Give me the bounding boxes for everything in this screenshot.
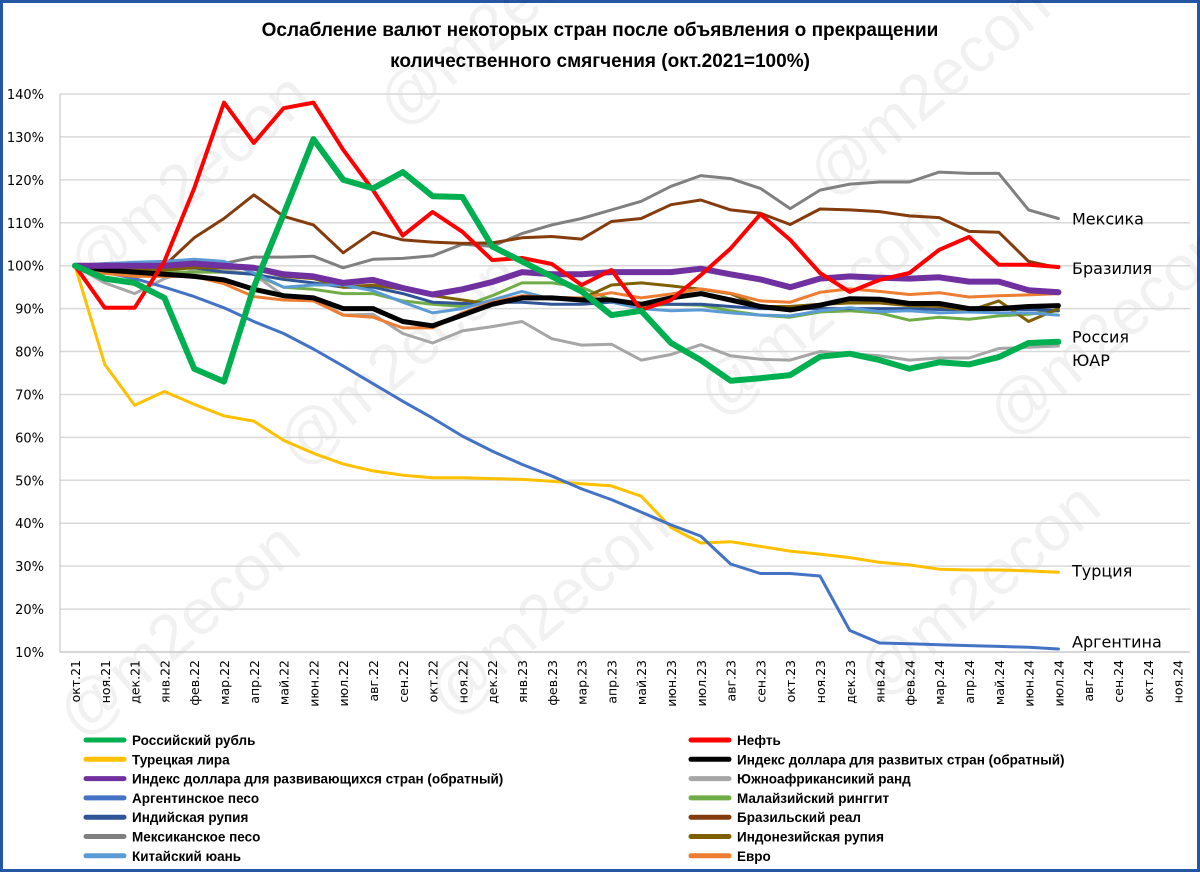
x-tick-label: янв.23: [515, 660, 530, 703]
y-tick-label: 20%: [15, 603, 44, 618]
x-tick-label: июн.24: [1022, 660, 1037, 707]
series-line: [73, 193, 1060, 276]
y-tick-label: 10%: [15, 646, 44, 661]
x-tick-label: мар.22: [217, 660, 232, 705]
x-tick-label: окт.23: [783, 660, 798, 702]
x-tick-label: май.23: [634, 660, 649, 705]
x-tick-label: ноя.22: [455, 660, 470, 703]
x-tick-label: сен.22: [396, 660, 411, 703]
legend-label: Российский рубль: [132, 733, 255, 748]
legend-label: Мексиканское песо: [132, 830, 260, 845]
x-tick-label: окт.21: [68, 660, 83, 702]
legend-label: Малайзийский ринггит: [737, 791, 889, 806]
x-tick-label: июл.24: [1051, 660, 1066, 707]
series-annotation: Мексика: [1072, 209, 1144, 228]
x-tick-label: сен.23: [753, 660, 768, 703]
legend-label: Индонезийская рупия: [737, 830, 884, 845]
x-tick-label: янв.24: [873, 660, 888, 703]
x-tick-label: ноя.24: [1171, 660, 1186, 703]
x-tick-label: авг.22: [366, 660, 381, 701]
x-tick-label: авг.24: [1081, 660, 1096, 702]
x-tick-label: июл.22: [336, 660, 351, 707]
y-tick-label: 120%: [7, 174, 44, 189]
y-tick-label: 40%: [15, 517, 44, 532]
series-annotation: ЮАР: [1072, 351, 1110, 370]
x-tick-label: авг.23: [724, 660, 739, 701]
series-lines: [72, 100, 1062, 651]
y-tick-label: 70%: [15, 388, 44, 403]
series-annotation: Бразилия: [1072, 259, 1152, 278]
x-tick-label: янв.22: [157, 660, 172, 703]
x-tick-label: фев.24: [902, 660, 917, 706]
x-tick-label: апр.24: [962, 660, 977, 704]
x-tick-label: ноя.23: [813, 660, 828, 703]
legend-label: Индекс доллара для развивающихся стран (…: [132, 772, 503, 787]
x-tick-label: дек.22: [485, 660, 500, 704]
legend-label: Нефть: [737, 733, 781, 748]
legend-label: Бразильский реал: [737, 810, 861, 825]
x-tick-label: мар.24: [932, 660, 947, 705]
y-tick-label: 60%: [15, 431, 44, 446]
series-annotation: Турция: [1071, 561, 1132, 580]
y-tick-label: 110%: [7, 217, 44, 232]
x-tick-label: фев.22: [187, 660, 202, 706]
legend: Российский рубль Нефть Турецкая лира Индекс…: [83, 733, 1065, 864]
series-line: [73, 100, 1061, 312]
y-tick-label: 80%: [15, 346, 44, 361]
x-tick-label: апр.22: [247, 660, 262, 704]
y-tick-label: 30%: [15, 560, 44, 575]
legend-label: Турецкая лира: [132, 752, 230, 767]
x-axis-ticks: окт.21 ноя.21 дек.21 янв.22 фев.22 мар.22 апр.…: [68, 660, 1186, 707]
x-tick-label: апр.23: [604, 660, 619, 704]
y-tick-label: 100%: [7, 260, 44, 275]
series-line: [73, 264, 1060, 313]
chart-title-line-2: количественного смягчения (окт.2021=100%…: [390, 51, 810, 72]
x-tick-label: дек.23: [843, 660, 858, 704]
gridlines: [59, 93, 1190, 653]
series-line: [73, 170, 1060, 274]
y-axis-ticks: 10% 20% 30% 40% 50% 60% 70% 80% 90% 100% 110% 120% 1…: [7, 88, 44, 661]
x-tick-label: июн.23: [664, 660, 679, 707]
x-tick-label: фев.23: [545, 660, 560, 706]
x-tick-label: окт.24: [1141, 660, 1156, 702]
x-tick-label: июл.23: [694, 660, 709, 707]
legend-label: Индекс доллара для развитых стран (обрат…: [737, 752, 1065, 767]
series-line: [72, 136, 1062, 385]
series-annotation: Россия: [1072, 328, 1129, 347]
legend-label: Китайский юань: [132, 849, 241, 864]
annotations: Мексика Бразилия Россия ЮАР Турция Аргентина: [1071, 209, 1162, 651]
series-line: [73, 264, 1060, 651]
x-tick-label: ноя.21: [98, 660, 113, 703]
chart-title-line-1: Ослабление валют некоторых стран после о…: [262, 20, 939, 41]
x-tick-label: май.24: [992, 660, 1007, 705]
y-tick-label: 130%: [7, 131, 44, 146]
x-tick-label: мар.23: [575, 660, 590, 705]
x-tick-label: дек.21: [128, 660, 143, 704]
legend-label: Евро: [737, 849, 771, 864]
x-tick-label: окт.22: [426, 660, 441, 702]
x-tick-label: июн.22: [306, 660, 321, 707]
legend-label: Аргентинское песо: [132, 791, 259, 806]
legend-label: Южноафрикансикий ранд: [737, 772, 911, 787]
y-tick-label: 50%: [15, 474, 44, 489]
y-tick-label: 140%: [7, 88, 44, 103]
series-line: [72, 263, 1061, 329]
series-annotation: Аргентина: [1072, 632, 1162, 651]
y-tick-label: 90%: [15, 303, 44, 318]
watermark-text: @m2econ: [43, 507, 313, 750]
legend-label: Индийская рупия: [132, 810, 248, 825]
x-tick-label: сен.24: [1111, 660, 1126, 703]
x-tick-label: май.22: [277, 660, 292, 705]
